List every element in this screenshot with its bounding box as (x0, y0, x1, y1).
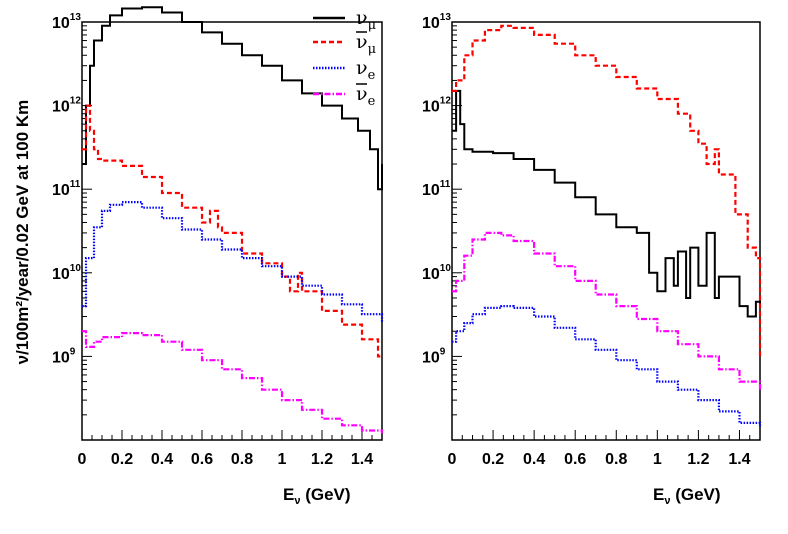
x-tick-label: 1.2 (687, 451, 709, 468)
left-series (82, 6, 384, 434)
series-solid-line (452, 89, 761, 318)
y-axis-title: ν/100m²/year/0.02 GeV at 100 Km (13, 100, 32, 365)
y-tick-label: 1013 (52, 12, 81, 32)
left-ticks: 0 0.2 0.4 0.6 0.8 1 1.2 1.4 109 1010 1011 1012 1013 (52, 12, 373, 468)
right-plot-frame (451, 21, 761, 441)
left-plot-frame (81, 21, 383, 441)
legend-label: νμ (356, 31, 376, 57)
left-panel: 0 0.2 0.4 0.6 0.8 1 1.2 1.4 109 1010 1011 1012 1013 (52, 6, 384, 468)
right-panel: 0 0.2 0.4 0.6 0.8 1 1.2 1.4 109 1010 1011 1012 1013 (422, 12, 762, 468)
series-dotted-line (82, 201, 384, 324)
y-tick-label: 1010 (422, 263, 451, 283)
y-tick-label: 1012 (422, 96, 451, 116)
series-solid-line (82, 6, 383, 191)
legend-label: νe (356, 57, 376, 83)
x-tick-label: 0.2 (111, 451, 133, 468)
legend-label: νe (356, 83, 376, 109)
series-dashdot-line (82, 330, 384, 434)
x-tick-label: 0 (78, 451, 87, 468)
x-tick-label: 0.8 (605, 451, 627, 468)
y-tick-label: 1011 (422, 179, 451, 199)
series-dashed-line (452, 24, 762, 357)
x-tick-label: 0.2 (482, 451, 504, 468)
y-tick-label: 109 (422, 346, 446, 366)
y-tick-label: 1010 (52, 263, 81, 283)
y-tick-label: 109 (52, 346, 76, 366)
x-tick-label: 0.4 (523, 451, 545, 468)
series-dotted-line (452, 305, 762, 428)
y-tick-label: 1012 (52, 96, 81, 116)
x-tick-label: 1 (278, 451, 287, 468)
x-tick-label: 0.4 (151, 451, 173, 468)
right-series (452, 24, 762, 428)
y-tick-label: 1011 (52, 179, 81, 199)
x-tick-label: 0.6 (191, 451, 213, 468)
series-dashed-line (82, 104, 382, 358)
series-dashdot-line (452, 231, 762, 390)
right-ticks: 0 0.2 0.4 0.6 0.8 1 1.2 1.4 109 1010 1011 1012 1013 (422, 12, 751, 468)
x-tick-label: 1.4 (351, 451, 373, 468)
x-axis-title-right: Eν (GeV) (653, 485, 721, 507)
x-tick-label: 0.8 (231, 451, 253, 468)
x-tick-label: 1.2 (311, 451, 333, 468)
x-tick-label: 1 (653, 451, 662, 468)
legend-label: νμ (356, 7, 376, 33)
x-tick-label: 0 (448, 451, 457, 468)
x-axis-title-left: Eν (GeV) (283, 485, 351, 507)
x-tick-label: 1.4 (728, 451, 750, 468)
y-tick-label: 1013 (422, 12, 451, 32)
x-tick-label: 0.6 (564, 451, 586, 468)
